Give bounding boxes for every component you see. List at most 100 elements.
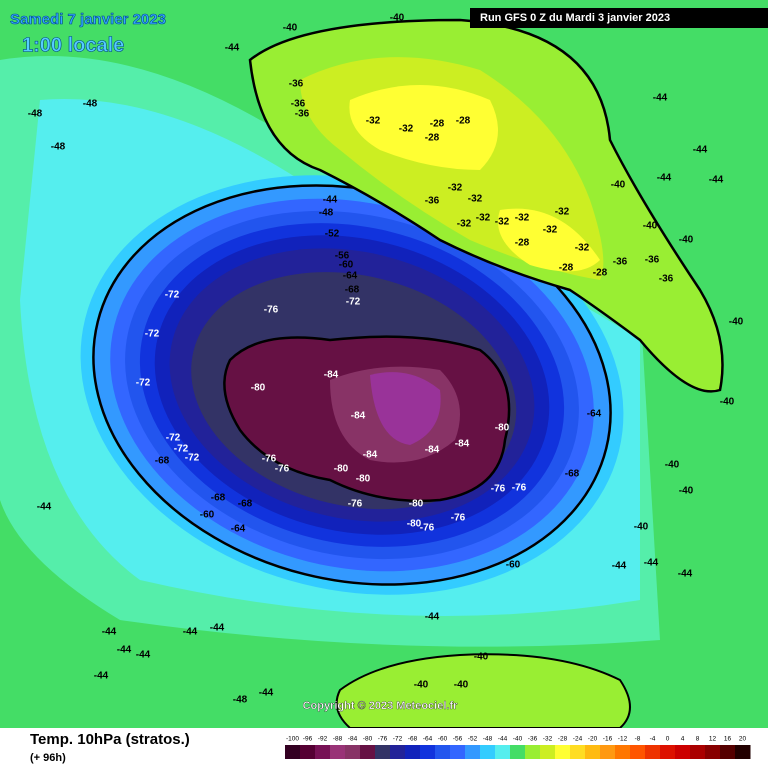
contour-label: -32 bbox=[476, 213, 491, 224]
contour-label: -64 bbox=[587, 409, 602, 420]
contour-label: -76 bbox=[262, 454, 277, 465]
contour-label: -40 bbox=[414, 680, 429, 691]
contour-label: -40 bbox=[729, 317, 744, 328]
legend-label: -44 bbox=[498, 736, 508, 743]
contour-label: -44 bbox=[210, 623, 225, 634]
contour-label: -44 bbox=[102, 627, 117, 638]
contour-label: -44 bbox=[425, 612, 440, 623]
legend-swatch bbox=[285, 745, 301, 759]
copyright: Copyright © 2023 Meteociel.fr bbox=[303, 700, 459, 712]
contour-label: -72 bbox=[136, 378, 151, 389]
legend-swatch bbox=[570, 745, 586, 759]
contour-label: -32 bbox=[457, 219, 472, 230]
footer-subtitle: (+ 96h) bbox=[30, 752, 66, 764]
contour-label: -44 bbox=[37, 502, 52, 513]
contour-label: -32 bbox=[399, 124, 414, 135]
contour-label: -76 bbox=[512, 483, 527, 494]
legend-label: -60 bbox=[438, 736, 448, 743]
contour-label: -32 bbox=[468, 194, 483, 205]
contour-label: -44 bbox=[225, 43, 240, 54]
legend-label: -68 bbox=[408, 736, 418, 743]
legend-swatch bbox=[450, 745, 466, 759]
contour-label: -40 bbox=[390, 13, 405, 24]
contour-label: -76 bbox=[275, 464, 290, 475]
contour-label: -40 bbox=[634, 522, 649, 533]
contour-label: -80 bbox=[409, 499, 424, 510]
legend-swatch bbox=[465, 745, 481, 759]
legend-label: 20 bbox=[739, 736, 747, 743]
legend-swatch bbox=[630, 745, 646, 759]
contour-label: -32 bbox=[555, 207, 570, 218]
contour-label: -36 bbox=[645, 255, 660, 266]
contour-label: -44 bbox=[94, 671, 109, 682]
warm-area bbox=[335, 653, 631, 729]
contour-label: -72 bbox=[165, 290, 180, 301]
contour-label: -84 bbox=[455, 439, 470, 450]
contour-label: -60 bbox=[200, 510, 215, 521]
contour-label: -32 bbox=[575, 243, 590, 254]
contour-label: -60 bbox=[339, 260, 354, 271]
core-center bbox=[370, 372, 441, 445]
contour-label: -44 bbox=[653, 93, 668, 104]
legend-swatch bbox=[300, 745, 316, 759]
contour-label: -80 bbox=[334, 464, 349, 475]
contour-label: -60 bbox=[506, 560, 521, 571]
contour-label: -72 bbox=[166, 433, 181, 444]
contour-label: -44 bbox=[259, 688, 274, 699]
legend-swatch bbox=[555, 745, 571, 759]
contour-label: -48 bbox=[83, 99, 98, 110]
legend-swatch bbox=[705, 745, 721, 759]
legend-swatch bbox=[315, 745, 331, 759]
legend-swatch bbox=[360, 745, 376, 759]
legend-swatch bbox=[585, 745, 601, 759]
legend-swatch bbox=[735, 745, 751, 759]
contour-label: -32 bbox=[366, 116, 381, 127]
legend: -100 -96 -92 -88 -84 -80 -76 -72 -68 -64 -60 -56 -52… bbox=[285, 736, 751, 759]
contour-label: -40 bbox=[611, 180, 626, 191]
legend-swatch bbox=[435, 745, 451, 759]
warm-area bbox=[498, 208, 600, 272]
contour-label: -32 bbox=[543, 225, 558, 236]
legend-label: -96 bbox=[303, 736, 313, 743]
legend-label: -52 bbox=[468, 736, 478, 743]
legend-label: 0 bbox=[666, 736, 670, 743]
contour-label: -40 bbox=[454, 680, 469, 691]
legend-label: -76 bbox=[378, 736, 388, 743]
legend-label: -28 bbox=[558, 736, 568, 743]
contour-label: -72 bbox=[174, 444, 189, 455]
contour-label: -68 bbox=[155, 456, 170, 467]
date: Samedi 7 janvier 2023 bbox=[10, 11, 166, 28]
contour-label: -28 bbox=[559, 263, 574, 274]
legend-swatch bbox=[645, 745, 661, 759]
contour-label: -84 bbox=[324, 370, 339, 381]
legend-label: -40 bbox=[513, 736, 523, 743]
legend-label: -88 bbox=[333, 736, 343, 743]
legend-swatch bbox=[480, 745, 496, 759]
contour-label: -36 bbox=[295, 109, 310, 120]
contour-label: -36 bbox=[289, 79, 304, 90]
contour-label: -40 bbox=[643, 221, 658, 232]
contour-label: -28 bbox=[425, 133, 440, 144]
contour-label: -36 bbox=[425, 196, 440, 207]
contour-label: -44 bbox=[657, 173, 672, 184]
contour-label: -44 bbox=[323, 195, 338, 206]
legend-swatch bbox=[345, 745, 361, 759]
contour-label: -80 bbox=[251, 383, 266, 394]
contour-label: -40 bbox=[474, 652, 489, 663]
contour-label: -28 bbox=[456, 116, 471, 127]
contour-label: -68 bbox=[211, 493, 226, 504]
contour-label: -44 bbox=[136, 650, 151, 661]
contour-label: -68 bbox=[238, 499, 253, 510]
contour-label: -48 bbox=[51, 142, 66, 153]
contour-label: -68 bbox=[345, 285, 360, 296]
legend-label: -92 bbox=[318, 736, 328, 743]
legend-swatch bbox=[540, 745, 556, 759]
contour-label: -32 bbox=[515, 213, 530, 224]
legend-swatch bbox=[375, 745, 391, 759]
legend-swatch bbox=[615, 745, 631, 759]
contour-label: -28 bbox=[430, 119, 445, 130]
contour-label: -32 bbox=[495, 217, 510, 228]
contour-label: -36 bbox=[659, 274, 674, 285]
